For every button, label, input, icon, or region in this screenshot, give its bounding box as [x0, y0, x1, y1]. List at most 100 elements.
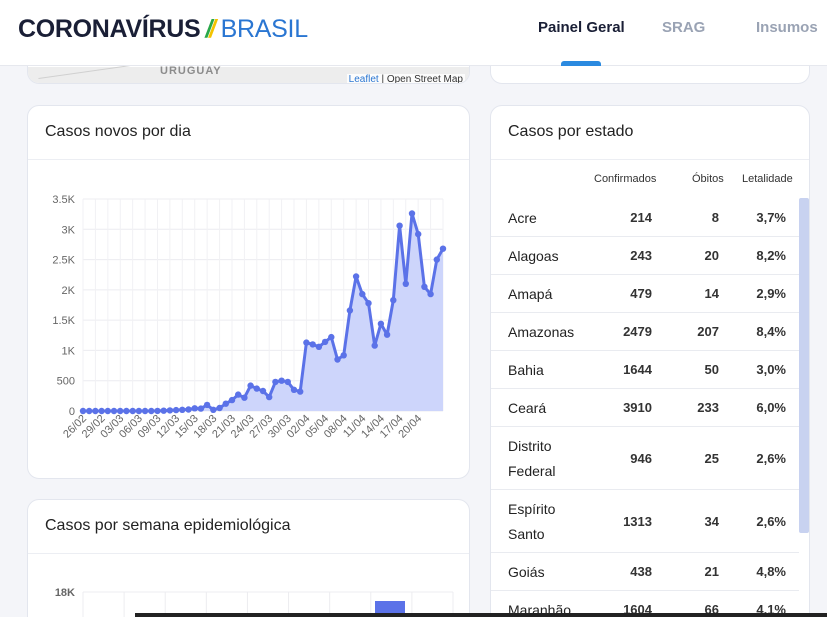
- data-point: [408, 210, 416, 217]
- top-header: CORONAVÍRUS//BRASIL Painel Geral SRAG In…: [0, 0, 827, 66]
- table-row[interactable]: Goiás 438 21 4,8%: [491, 553, 799, 591]
- data-point: [228, 396, 236, 404]
- state-name: Bahia: [508, 361, 544, 378]
- lethality-value: 8,4%: [756, 324, 786, 339]
- table-row[interactable]: Amapá 479 14 2,9%: [491, 275, 799, 313]
- data-point: [396, 222, 403, 229]
- data-point: [197, 405, 205, 412]
- y-tick-label: 500: [57, 376, 75, 388]
- state-name: Amazonas: [508, 323, 575, 340]
- data-point: [185, 406, 192, 413]
- data-point: [402, 280, 409, 287]
- data-point: [191, 405, 198, 412]
- data-point: [346, 307, 354, 314]
- state-name: Amapá: [508, 285, 553, 302]
- data-point: [303, 339, 310, 346]
- table-row[interactable]: Acre 214 8 3,7%: [491, 199, 799, 237]
- lethality-value: 2,6%: [756, 513, 786, 529]
- data-point: [365, 300, 372, 307]
- data-point: [104, 407, 112, 415]
- weekly-cases-title: Casos por semana epidemiológica: [45, 517, 291, 534]
- daily-cases-chart: 05001K1.5K2K2.5K3K3.5K26/0229/0203/0306/…: [52, 194, 447, 441]
- deaths-count: 21: [704, 564, 719, 579]
- column-header-deaths[interactable]: Óbitos: [692, 173, 724, 185]
- site-logo[interactable]: CORONAVÍRUS//BRASIL: [18, 15, 308, 44]
- data-point: [297, 388, 304, 395]
- logo-sub-text: BRASIL: [220, 15, 308, 43]
- state-name: Acre: [508, 209, 537, 226]
- weekly-cases-card: Casos por semana epidemiológica 18K: [27, 499, 470, 617]
- data-point: [110, 407, 118, 415]
- state-name: Ceará: [508, 399, 547, 416]
- data-point: [421, 283, 428, 290]
- data-point: [334, 356, 341, 363]
- y-tick-label: 1.5K: [52, 315, 75, 327]
- data-point: [272, 378, 279, 386]
- attribution-text: | Open Street Map: [381, 74, 463, 84]
- data-point: [135, 407, 143, 415]
- series-area: [83, 213, 443, 411]
- data-point: [210, 406, 217, 413]
- column-header-confirmed[interactable]: Confirmados: [594, 173, 657, 185]
- deaths-count: 34: [704, 513, 719, 529]
- nav-insumos[interactable]: Insumos: [756, 19, 818, 36]
- table-row[interactable]: Distrito Federal 946 25 2,6%: [491, 427, 799, 490]
- lethality-value: 3,7%: [756, 210, 786, 225]
- deaths-count: 20: [704, 248, 719, 263]
- confirmed-count: 479: [630, 286, 652, 301]
- state-name: Espírito Santo: [508, 500, 556, 542]
- data-point: [129, 407, 136, 415]
- logo-main-text: CORONAVÍRUS: [18, 15, 201, 43]
- table-row[interactable]: Espírito Santo 1313 34 2,6%: [491, 490, 799, 553]
- data-point: [383, 331, 391, 338]
- data-point: [340, 352, 347, 359]
- data-point: [371, 342, 378, 349]
- deaths-count: 8: [711, 210, 719, 225]
- confirmed-count: 214: [630, 210, 652, 225]
- data-point: [427, 290, 434, 298]
- data-point: [415, 230, 422, 238]
- state-name: Alagoas: [508, 247, 559, 264]
- data-point: [86, 407, 93, 415]
- y-tick-label: 18K: [55, 587, 75, 599]
- lethality-value: 4,8%: [756, 564, 786, 579]
- deaths-count: 14: [704, 286, 719, 301]
- data-point: [290, 386, 298, 393]
- confirmed-count: 1313: [623, 513, 652, 529]
- leaflet-link[interactable]: Leaflet: [348, 74, 379, 84]
- deaths-count: 50: [704, 362, 719, 377]
- y-tick-label: 0: [69, 406, 75, 418]
- nav-painel-geral[interactable]: Painel Geral: [538, 19, 625, 36]
- lethality-value: 2,6%: [756, 450, 786, 466]
- y-tick-label: 2K: [62, 285, 76, 297]
- column-header-lethality[interactable]: Letalidade: [742, 173, 793, 185]
- data-point: [222, 400, 229, 407]
- table-row[interactable]: Alagoas 243 20 8,2%: [491, 237, 799, 275]
- states-table-title: Casos por estado: [508, 123, 634, 140]
- table-row[interactable]: Amazonas 2479 207 8,4%: [491, 313, 799, 351]
- data-point: [117, 407, 124, 415]
- deaths-count: 25: [704, 450, 719, 466]
- bottom-bar: [135, 613, 827, 617]
- map-attribution: Leaflet | Open Street Map: [346, 74, 465, 84]
- state-name: Goiás: [508, 563, 545, 580]
- table-row[interactable]: Ceará 3910 233 6,0%: [491, 389, 799, 427]
- data-point: [433, 256, 440, 263]
- data-point: [79, 407, 87, 415]
- table-scrollbar[interactable]: [799, 198, 809, 533]
- table-row[interactable]: Bahia 1644 50 3,0%: [491, 351, 799, 389]
- card-divider: [28, 553, 469, 554]
- lethality-value: 2,9%: [756, 286, 786, 301]
- card-divider: [491, 159, 809, 160]
- lethality-value: 8,2%: [756, 248, 786, 263]
- confirmed-count: 946: [630, 450, 652, 466]
- data-point: [160, 407, 167, 414]
- data-point: [284, 378, 291, 386]
- data-point: [166, 407, 174, 414]
- data-point: [98, 407, 105, 415]
- nav-srag[interactable]: SRAG: [662, 19, 706, 36]
- data-point: [92, 407, 99, 415]
- data-point: [328, 333, 335, 341]
- y-tick-label: 3.5K: [52, 194, 75, 206]
- data-point: [315, 343, 323, 350]
